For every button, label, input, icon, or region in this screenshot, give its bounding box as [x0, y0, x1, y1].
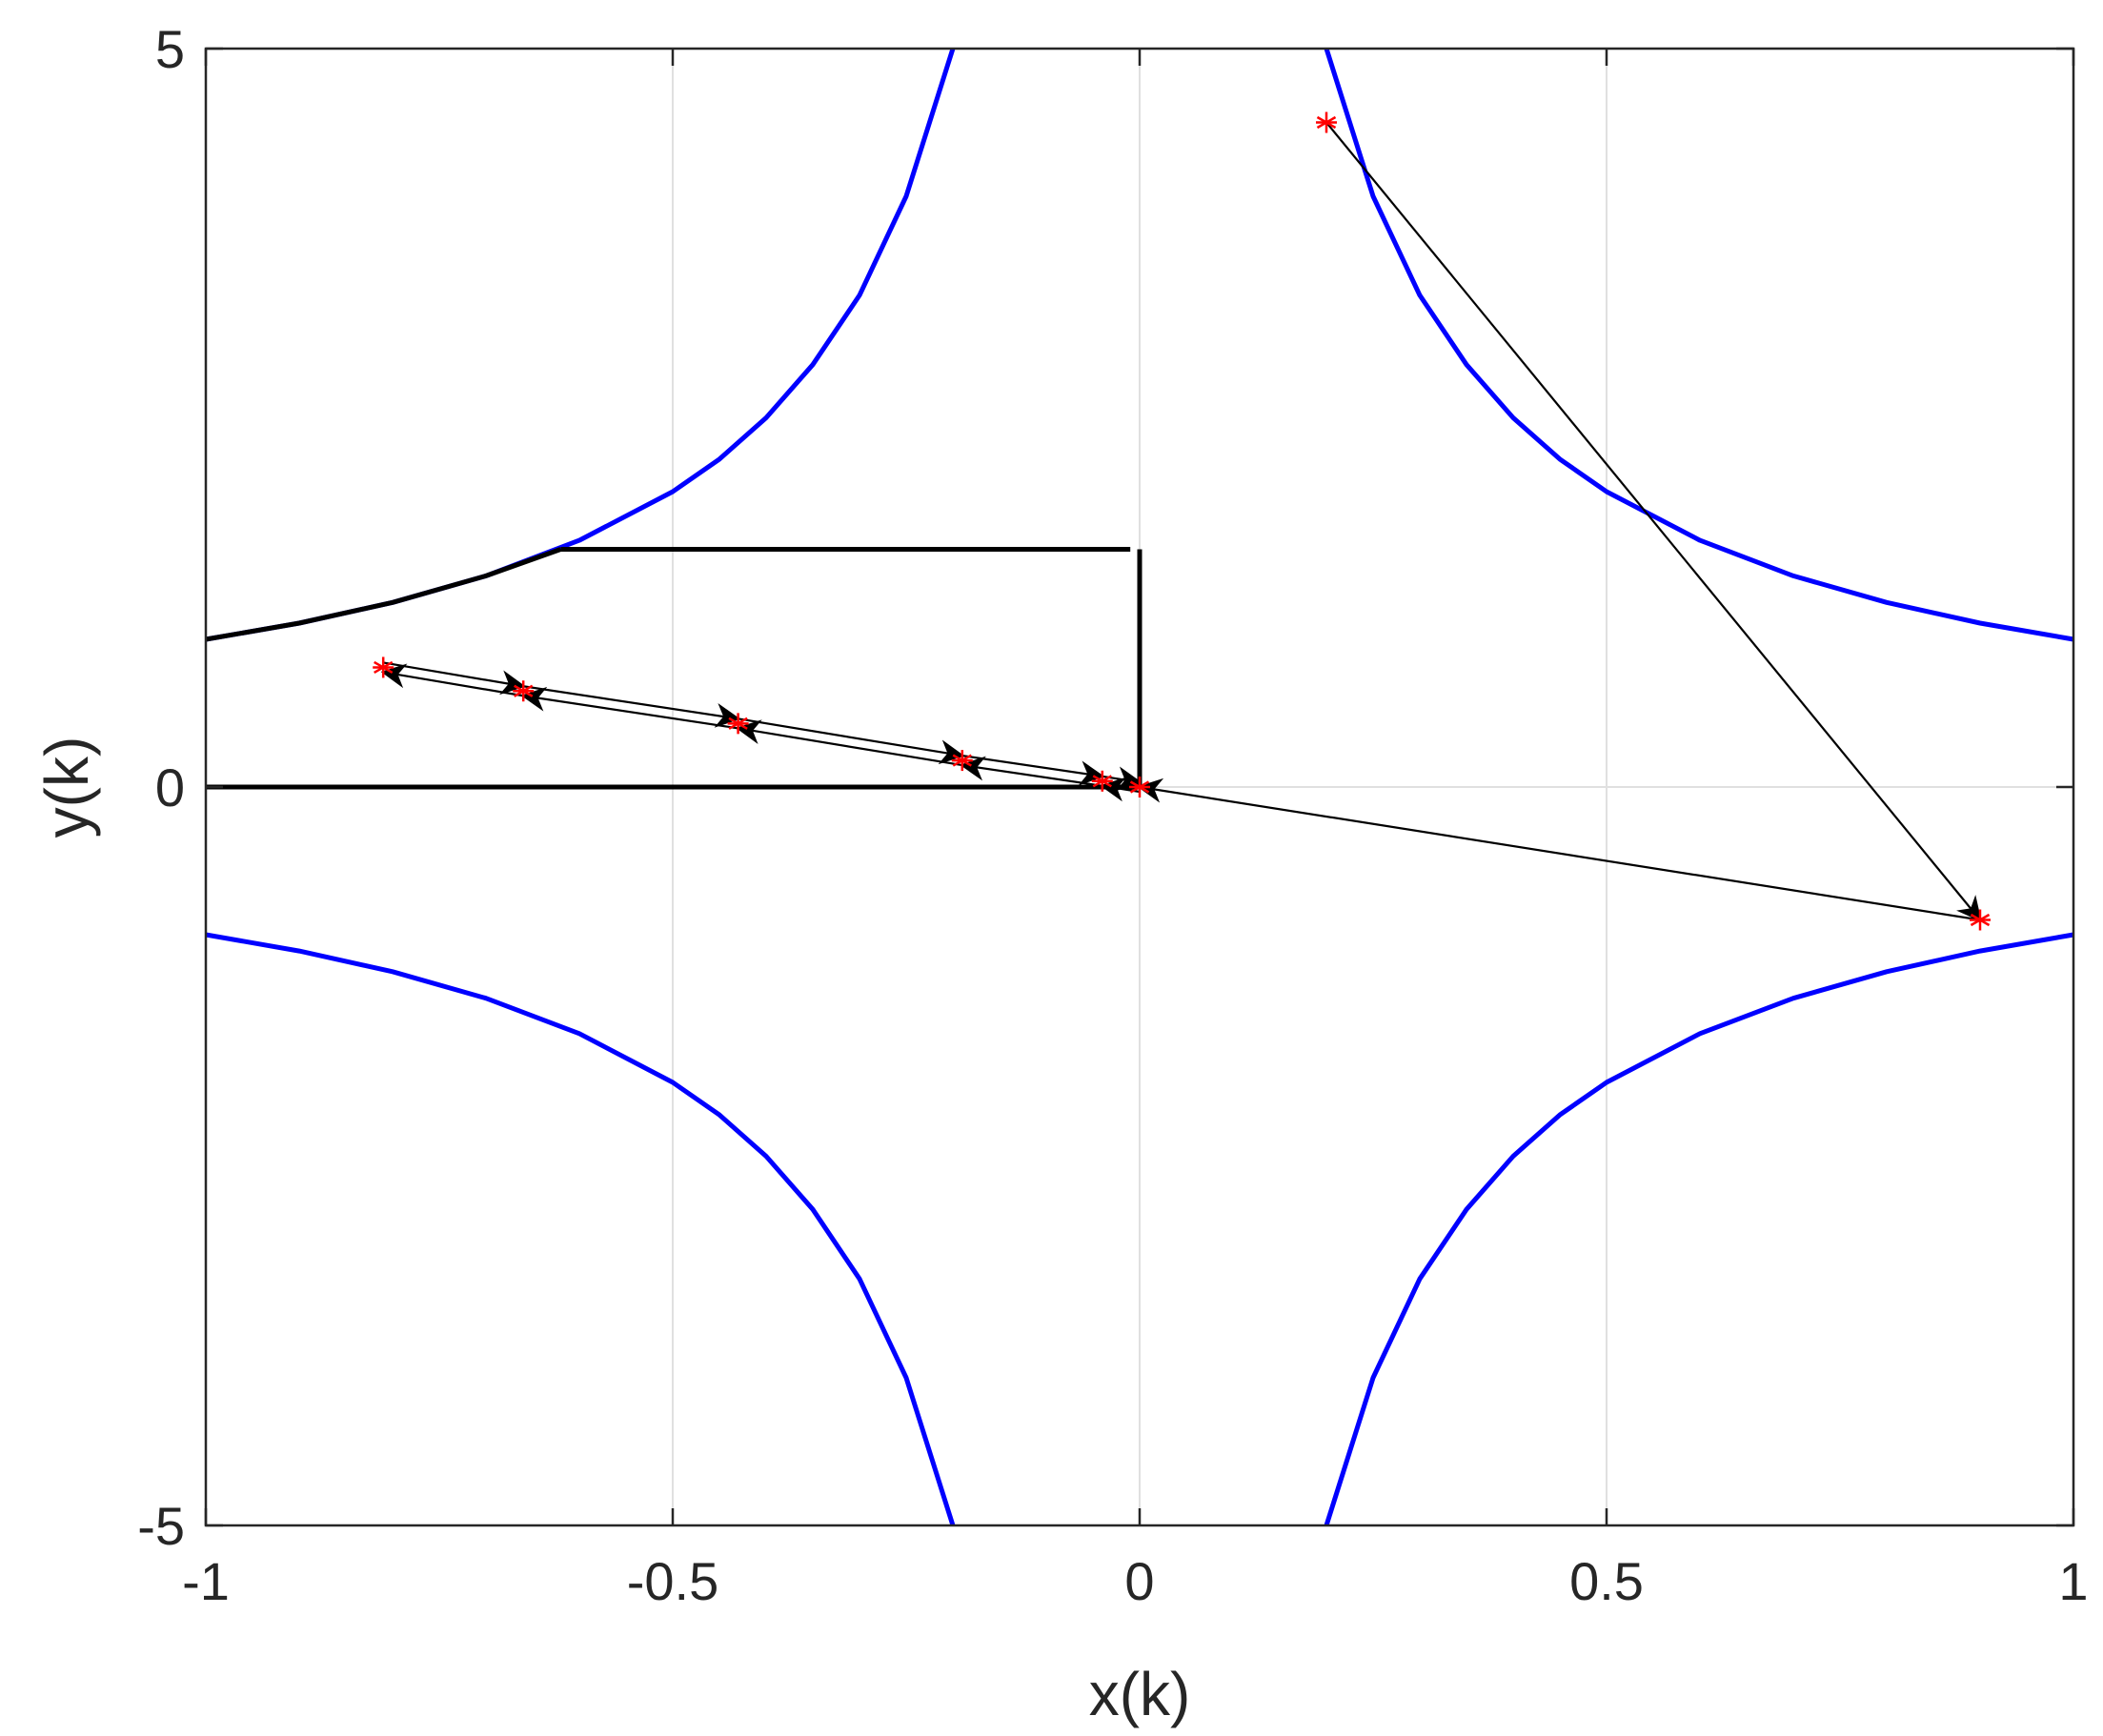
y-tick-labels: -5 0 5 [137, 19, 185, 1556]
x-tick-label: 1 [2058, 1551, 2088, 1611]
boundary-curves [205, 48, 2074, 1526]
x-tick-label: 0.5 [1569, 1551, 1644, 1611]
boundary-curve-upper-right [1324, 48, 2074, 642]
x-tick-label: 0 [1124, 1551, 1154, 1611]
y-tick-label: 0 [155, 757, 185, 818]
trajectory-point-marker [951, 750, 973, 772]
trajectory-arrow [736, 719, 962, 767]
boundary-curve-lower-right [1324, 932, 2074, 1526]
trajectory-point-marker [1091, 770, 1113, 792]
x-tick-label: -1 [182, 1551, 230, 1611]
trajectory-arrow [520, 686, 738, 730]
trajectory-arrow [1325, 121, 1982, 922]
trajectory-point-marker [373, 656, 394, 678]
trajectory-arrow [383, 661, 526, 696]
trajectory-arrow [523, 685, 741, 728]
trajectory [380, 121, 1982, 922]
trajectory-markers [373, 111, 1991, 931]
trajectory-point-marker [1970, 909, 1991, 931]
y-tick-label: 5 [155, 19, 185, 79]
region-edge [205, 547, 562, 642]
boundary-curve-lower-left [205, 932, 956, 1526]
trajectory-point-marker [513, 680, 535, 702]
trajectory-arrow [738, 717, 965, 765]
x-axis-label: x(k) [1089, 1660, 1191, 1728]
trajectory-point-marker [727, 713, 749, 735]
x-tick-label: -0.5 [627, 1551, 719, 1611]
y-tick-label: -5 [137, 1496, 185, 1556]
trajectory-point-marker [1316, 111, 1337, 133]
axis-ticks [204, 47, 2075, 1527]
trajectory-arrow [1137, 777, 1981, 921]
region-outline [205, 547, 1142, 790]
y-axis-label: y(k) [32, 737, 101, 838]
x-tick-labels: -1 -0.5 0 0.5 1 [182, 1551, 2088, 1611]
trajectory-arrow [961, 755, 1105, 786]
trajectory-point-marker [1129, 777, 1150, 797]
